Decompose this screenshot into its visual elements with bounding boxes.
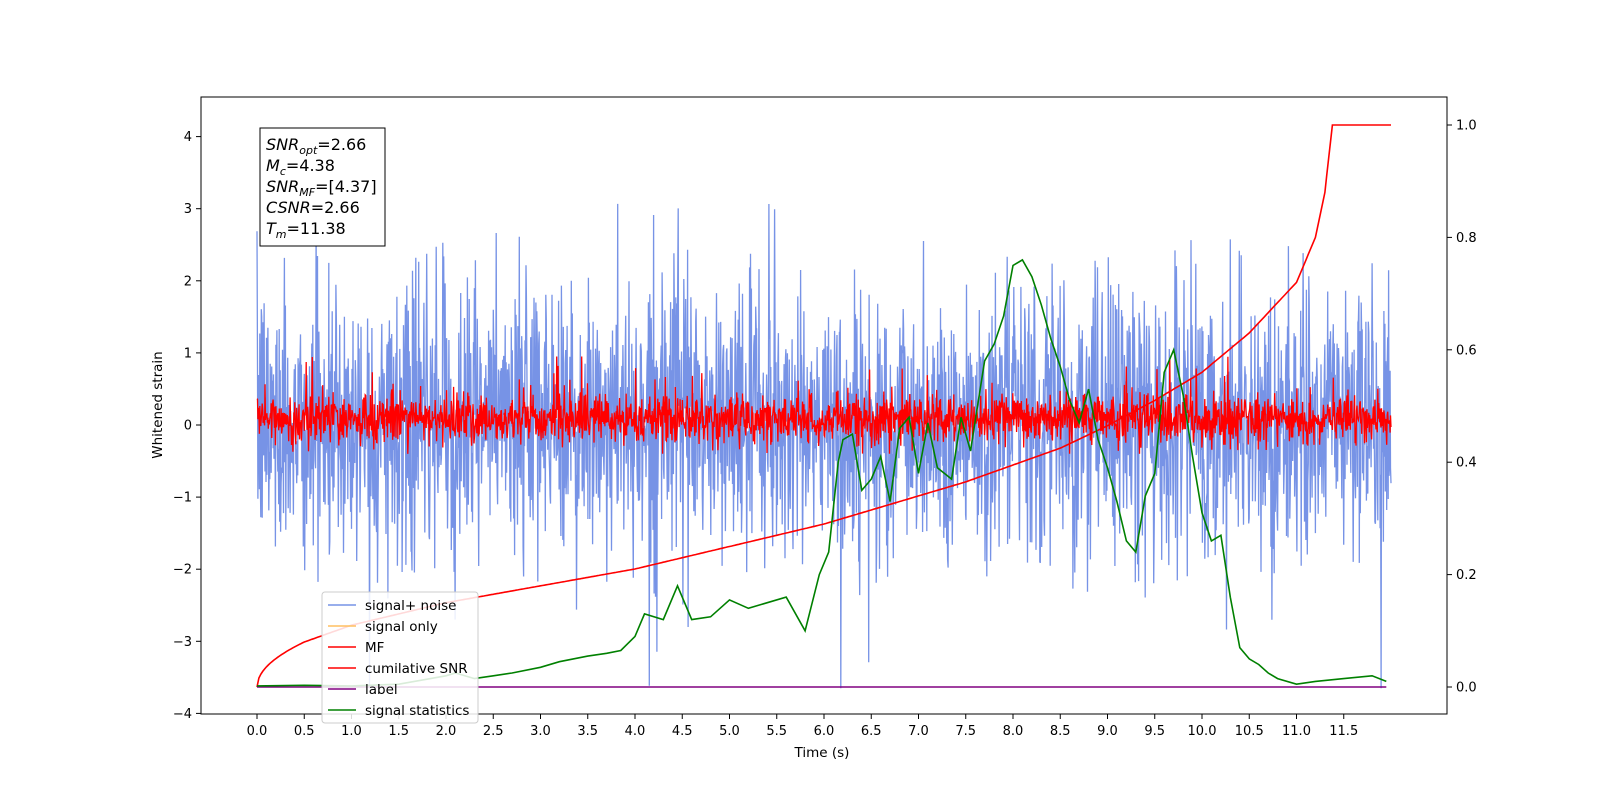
annotation-value: =11.38 — [287, 219, 346, 238]
y-tick-label-right: 1.0 — [1456, 119, 1477, 134]
x-tick-label: 5.5 — [766, 724, 787, 739]
x-tick-label: 6.5 — [861, 724, 882, 739]
y-tick-label-left: −2 — [173, 563, 192, 578]
y-tick-label-right: 0.6 — [1456, 343, 1477, 358]
x-axis: 0.0 0.5 1.0 1.5 2.0 2.5 3.0 3.5 4.0 4.5 5.0 5.5 6.0 6… — [247, 714, 1358, 739]
y-tick-label-right: 0.8 — [1456, 231, 1477, 246]
x-tick-label: 10.5 — [1235, 724, 1264, 739]
annotation-line: CSNR=2.66 — [266, 198, 360, 217]
x-tick-label: 7.0 — [908, 724, 929, 739]
annotation-symbol: SNR — [266, 135, 299, 154]
x-tick-label: 1.5 — [388, 724, 409, 739]
legend-entry-label: cumilative SNR — [365, 661, 468, 677]
annotation-subscript: c — [280, 165, 286, 178]
y-tick-label-right: 0.0 — [1456, 681, 1477, 696]
x-tick-label: 8.5 — [1050, 724, 1071, 739]
annotation-symbol: T — [266, 219, 277, 238]
x-tick-label: 4.0 — [625, 724, 646, 739]
annotation-subscript: opt — [299, 144, 318, 157]
legend: signal+ noise signal only MF cumilative SNR… — [321, 591, 479, 724]
annotation-line: SNRMF=[4.37] — [266, 177, 377, 199]
y-tick-label-left: 4 — [184, 130, 192, 145]
y-tick-label-left: −4 — [173, 707, 192, 722]
annotation-frame — [259, 127, 386, 247]
y-tick-label-right: 0.4 — [1456, 456, 1477, 471]
annotation-line: SNRopt=2.66 — [266, 135, 366, 157]
x-tick-label: 3.5 — [577, 724, 598, 739]
legend-entry-label: signal+ noise — [365, 598, 456, 614]
y-axis-left: 4 3 2 1 0 −1 −2 −3 −4 — [173, 130, 201, 722]
y-axis-label: Whitened strain — [150, 351, 166, 458]
x-tick-label: 10.0 — [1188, 724, 1217, 739]
legend-entry-label: label — [365, 682, 398, 698]
legend-entry-label: signal only — [365, 619, 438, 635]
x-tick-label: 9.0 — [1097, 724, 1118, 739]
x-tick-label: 1.0 — [341, 724, 362, 739]
x-tick-label: 7.5 — [955, 724, 976, 739]
legend-frame — [321, 591, 479, 724]
y-tick-label-left: 0 — [184, 419, 192, 434]
series-signal-statistics — [256, 258, 1387, 687]
annotation-symbol: SNR — [266, 177, 299, 196]
y-tick-label-left: −1 — [173, 491, 192, 506]
y-tick-label-left: 2 — [184, 274, 192, 289]
legend-entry-label: MF — [365, 640, 384, 656]
y-tick-label-right: 0.2 — [1456, 568, 1477, 583]
series-signal-noise — [256, 203, 1392, 689]
x-tick-label: 5.0 — [719, 724, 740, 739]
x-tick-label: 2.5 — [483, 724, 504, 739]
x-axis-label: Time (s) — [794, 745, 850, 761]
annotation-value: =[4.37] — [315, 177, 377, 196]
x-tick-label: 0.0 — [247, 724, 268, 739]
annotation-subscript: MF — [299, 186, 315, 199]
annotation-symbol: CSNR — [266, 198, 311, 217]
annotation-value: =2.66 — [317, 135, 366, 154]
x-tick-label: 0.5 — [294, 724, 315, 739]
x-tick-label: 3.0 — [530, 724, 551, 739]
x-tick-label: 2.0 — [436, 724, 457, 739]
legend-entry-label: signal statistics — [365, 703, 469, 719]
annotation-symbol: M — [266, 156, 280, 175]
y-tick-label-left: 1 — [184, 346, 192, 361]
x-tick-label: 11.5 — [1329, 724, 1358, 739]
x-tick-label: 9.5 — [1144, 724, 1165, 739]
x-tick-label: 4.5 — [672, 724, 693, 739]
x-tick-label: 11.0 — [1282, 724, 1311, 739]
annotation-line: Tm=11.38 — [266, 219, 346, 241]
annotation-value: =2.66 — [311, 198, 360, 217]
y-tick-label-left: −3 — [173, 635, 192, 650]
annotation-line: Mc=4.38 — [266, 156, 335, 178]
y-tick-label-left: 3 — [184, 202, 192, 217]
x-tick-label: 8.0 — [1003, 724, 1024, 739]
annotation-value: =4.38 — [286, 156, 335, 175]
annotation-subscript: m — [276, 228, 287, 241]
y-axis-right: 1.0 0.8 0.6 0.4 0.2 0.0 — [1447, 119, 1477, 696]
stats-annotation-box: SNRopt=2.66Mc=4.38SNRMF=[4.37]CSNR=2.66T… — [259, 127, 386, 247]
x-tick-label: 6.0 — [814, 724, 835, 739]
series-mf — [256, 356, 1392, 454]
